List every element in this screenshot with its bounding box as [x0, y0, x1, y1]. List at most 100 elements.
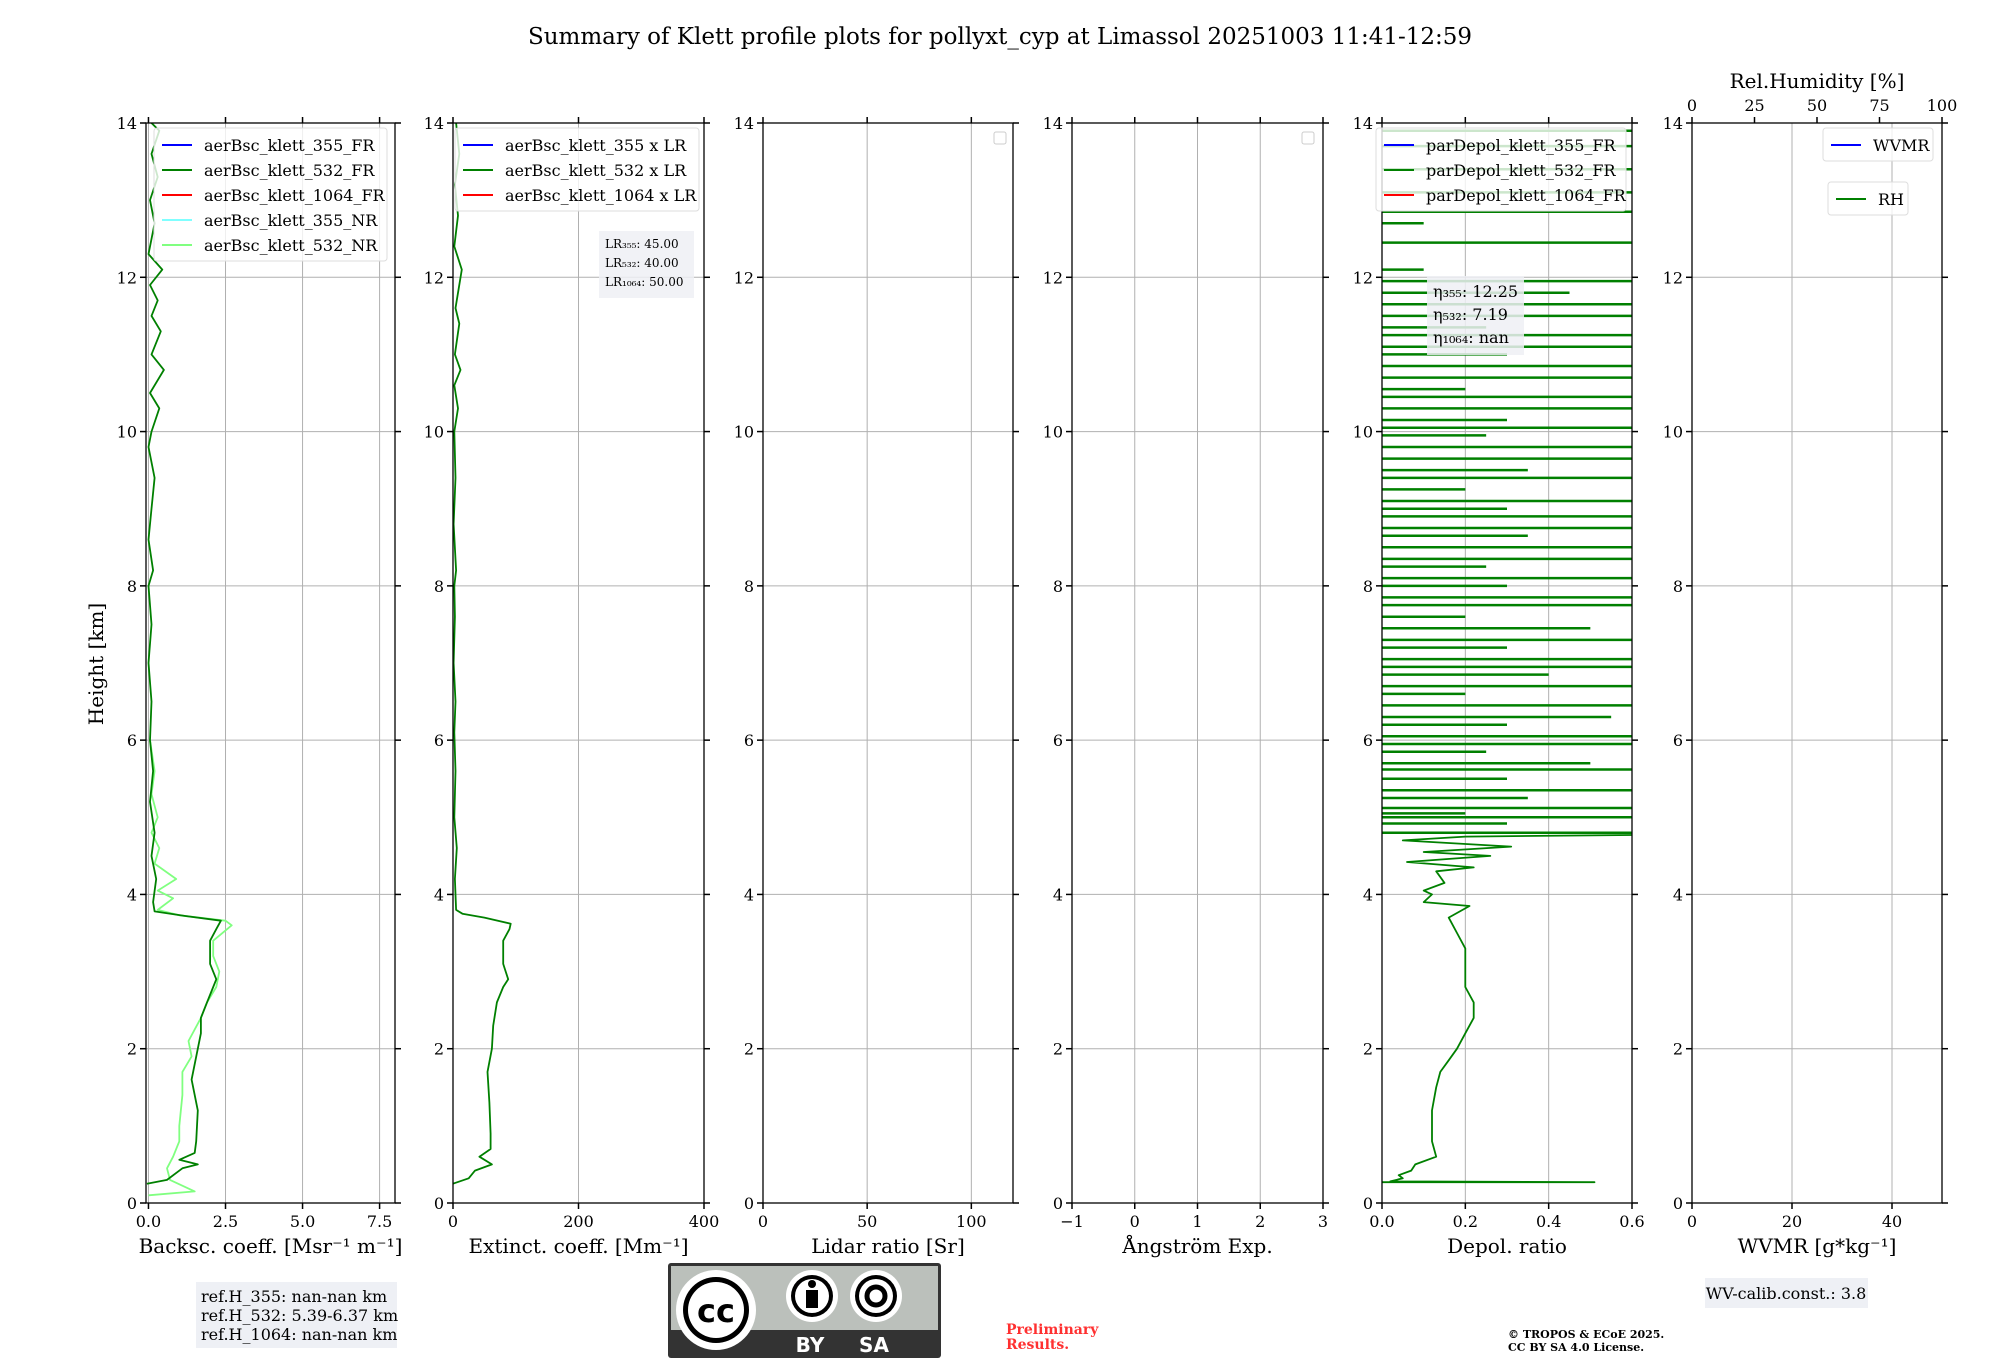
annotation-line: η₃₅₅: 12.25: [1433, 282, 1518, 301]
empty-legend: [993, 131, 1007, 145]
series-group: [1382, 129, 1632, 1184]
y-tick-label: 0: [744, 1194, 754, 1213]
y-tick-label: 6: [434, 731, 444, 750]
x-tick-label: 0: [1130, 1212, 1140, 1231]
legend-label: WVMR: [1873, 136, 1930, 155]
y-tick-label: 4: [434, 885, 444, 904]
x-tick-label: 50: [857, 1212, 877, 1231]
preliminary-results-line1: Preliminary: [1006, 1322, 1099, 1338]
series-group: [453, 123, 512, 1185]
y-tick-label: 2: [127, 1040, 137, 1059]
legend: parDepol_klett_355_FR parDepol_klett_532_…: [1375, 127, 1627, 212]
annotation-line: η₁₀₆₄: nan: [1433, 328, 1509, 347]
panel-backscatter: 0 2 4 6 8 10 12 14 0.0 2.5 5.0 7.5 Backsc. coeff. [M…: [117, 114, 403, 1258]
legend-label: parDepol_klett_355_FR: [1426, 136, 1617, 155]
y-tick-label: 6: [1363, 731, 1373, 750]
series-aerBsc_klett_532 x LR: [453, 123, 512, 1185]
legend-label: aerBsc_klett_532_FR: [204, 161, 375, 180]
y-tick-label: 10: [1353, 423, 1373, 442]
empty-legend: [1301, 131, 1315, 145]
legend-label: aerBsc_klett_355 x LR: [505, 136, 687, 155]
y-tick-label: 12: [1353, 268, 1373, 287]
annotation-line: LR₁₀₆₄: 50.00: [605, 275, 683, 289]
y-tick-label: 12: [117, 268, 137, 287]
axes-frame: [1381, 122, 1633, 1204]
annotation-line: η₅₃₂: 7.19: [1433, 305, 1508, 324]
top-x-tick-label: 100: [1927, 96, 1958, 115]
x-tick-label: 0: [448, 1212, 458, 1231]
ref-height-532: ref.H_532: 5.39-6.37 km: [201, 1306, 398, 1325]
y-tick-label: 4: [744, 885, 754, 904]
x-axis-label: Ångström Exp.: [1121, 1233, 1272, 1258]
legend-label: parDepol_klett_1064_FR: [1426, 186, 1627, 205]
wv-calibration-box: WV-calib.const.: 3.8: [1705, 1278, 1868, 1308]
annotation-line: LR₃₅₅: 45.00: [605, 237, 679, 251]
top-x-tick-label: 75: [1869, 96, 1889, 115]
legend-label: aerBsc_klett_355_FR: [204, 136, 375, 155]
panel-depol: 0 2 4 6 8 10 12 14 0.0 0.2 0.4 0.6 Depol. ratio parDe…: [1353, 114, 1645, 1258]
top-x-tick-label: 25: [1744, 96, 1764, 115]
x-tick-label: 0.6: [1619, 1212, 1644, 1231]
y-tick-label: 4: [1673, 885, 1683, 904]
legend-label: RH: [1878, 190, 1904, 209]
x-tick-label: 0.0: [1369, 1212, 1394, 1231]
y-tick-label: 12: [734, 268, 754, 287]
y-tick-label: 12: [1663, 268, 1683, 287]
y-tick-label: 8: [1053, 577, 1063, 596]
y-tick-label: 14: [1353, 114, 1373, 133]
sa-label: SA: [859, 1333, 889, 1357]
x-tick-label: 20: [1782, 1212, 1802, 1231]
y-tick-label: 14: [117, 114, 137, 133]
y-tick-label: 14: [734, 114, 754, 133]
legend-frame: [153, 127, 388, 262]
y-tick-label: 8: [1363, 577, 1373, 596]
annotation-line: LR₅₃₂: 40.00: [605, 256, 679, 270]
y-tick-label: 12: [1043, 268, 1063, 287]
y-tick-label: 2: [1053, 1040, 1063, 1059]
legend-frame: [1827, 181, 1909, 216]
x-axis-label: Extinct. coeff. [Mm⁻¹]: [468, 1234, 688, 1258]
y-tick-label: 2: [434, 1040, 444, 1059]
legend-label: aerBsc_klett_1064_FR: [204, 186, 386, 205]
y-tick-label: 0: [434, 1194, 444, 1213]
legend-rh: RH: [1827, 181, 1909, 216]
y-tick-label: 12: [424, 268, 444, 287]
wv-calibration-constant: WV-calib.const.: 3.8: [1706, 1284, 1867, 1303]
x-tick-label: 200: [563, 1212, 594, 1231]
x-tick-label: 100: [956, 1212, 987, 1231]
top-x-tick-label: 50: [1807, 96, 1827, 115]
y-tick-label: 0: [1363, 1194, 1373, 1213]
x-tick-label: 40: [1882, 1212, 1902, 1231]
series-aerBsc_klett_532_FR: [146, 123, 222, 1185]
ref-height-355: ref.H_355: nan-nan km: [201, 1287, 387, 1306]
x-tick-label: 0: [1687, 1212, 1697, 1231]
y-tick-label: 8: [127, 577, 137, 596]
legend-frame: [1822, 127, 1934, 162]
x-tick-label: 0.2: [1453, 1212, 1478, 1231]
legend-label: aerBsc_klett_532 x LR: [505, 161, 687, 180]
copyright-line1: © TROPOS & ECoE 2025.: [1508, 1328, 1664, 1341]
legend-frame: [1375, 127, 1627, 212]
preliminary-results-line2: Results.: [1006, 1337, 1069, 1353]
legend: aerBsc_klett_355 x LR aerBsc_klett_532 x …: [454, 127, 700, 212]
y-tick-label: 10: [424, 423, 444, 442]
x-tick-label: 0.0: [136, 1212, 161, 1231]
axes-frame: [145, 122, 396, 1204]
y-tick-label: 0: [127, 1194, 137, 1213]
figure-title: Summary of Klett profile plots for polly…: [528, 24, 1472, 50]
y-tick-label: 2: [1673, 1040, 1683, 1059]
x-tick-label: 400: [689, 1212, 720, 1231]
axes-frame: [762, 122, 1014, 1204]
annotation-box: η₃₅₅: 12.25 η₅₃₂: 7.19 η₁₀₆₄: nan: [1427, 276, 1524, 355]
x-tick-label: 3: [1318, 1212, 1328, 1231]
y-tick-label: 6: [127, 731, 137, 750]
axes-frame: [1691, 122, 1943, 1204]
y-tick-label: 14: [424, 114, 444, 133]
y-tick-label: 0: [1673, 1194, 1683, 1213]
x-axis-label: WVMR [g*kg⁻¹]: [1738, 1234, 1897, 1258]
x-axis-label: Lidar ratio [Sr]: [811, 1234, 965, 1258]
y-tick-label: 10: [734, 423, 754, 442]
